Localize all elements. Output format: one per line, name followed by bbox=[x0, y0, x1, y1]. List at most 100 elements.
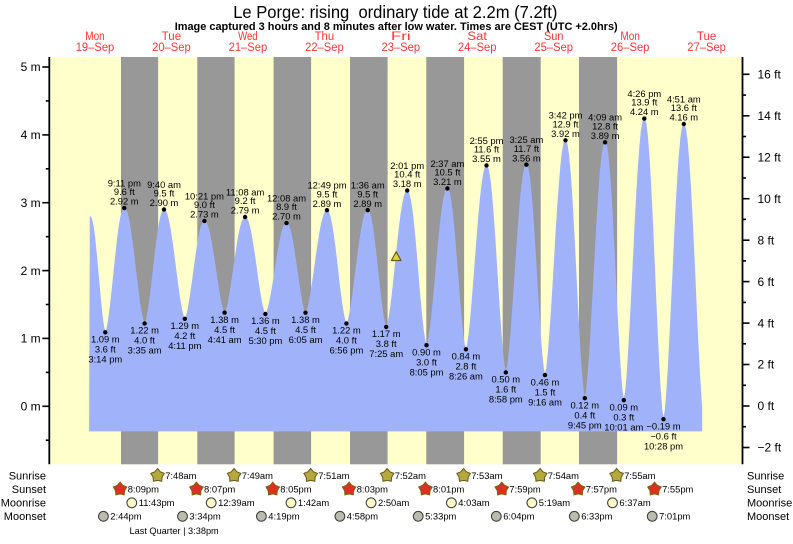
svg-text:Wed: Wed bbox=[238, 31, 258, 43]
svg-text:Last Quarter | 3:38pm: Last Quarter | 3:38pm bbox=[130, 526, 220, 536]
svg-text:Sunrise: Sunrise bbox=[9, 470, 46, 482]
svg-text:4.0 ft: 4.0 ft bbox=[336, 335, 357, 346]
svg-text:10:01 am: 10:01 am bbox=[604, 421, 643, 432]
svg-text:Sunset: Sunset bbox=[747, 484, 781, 496]
svg-text:5:19am: 5:19am bbox=[539, 497, 570, 508]
svg-text:6:56 pm: 6:56 pm bbox=[329, 345, 363, 356]
svg-text:6:05 am: 6:05 am bbox=[289, 334, 323, 345]
svg-text:Sunset: Sunset bbox=[12, 484, 46, 496]
svg-text:22–Sep: 22–Sep bbox=[305, 42, 344, 54]
svg-text:12.8 ft: 12.8 ft bbox=[592, 120, 618, 131]
svg-text:Sunrise: Sunrise bbox=[747, 470, 784, 482]
svg-text:4.5 ft: 4.5 ft bbox=[255, 325, 276, 336]
svg-text:4:51 am: 4:51 am bbox=[667, 93, 701, 104]
svg-text:9:16 am: 9:16 am bbox=[528, 396, 562, 407]
svg-text:7:55am: 7:55am bbox=[624, 470, 655, 481]
svg-text:7:53am: 7:53am bbox=[471, 470, 502, 481]
svg-text:0.4 ft: 0.4 ft bbox=[574, 409, 595, 420]
svg-text:1 m: 1 m bbox=[21, 332, 41, 346]
svg-text:2.8 ft: 2.8 ft bbox=[455, 361, 476, 372]
svg-text:23–Sep: 23–Sep bbox=[382, 42, 421, 54]
svg-text:3.92 m: 3.92 m bbox=[551, 128, 580, 139]
svg-text:8:01pm: 8:01pm bbox=[433, 484, 464, 495]
svg-text:9.5 ft: 9.5 ft bbox=[317, 188, 338, 199]
svg-text:−0.6 ft: −0.6 ft bbox=[650, 430, 677, 441]
svg-text:Sat: Sat bbox=[467, 31, 487, 43]
svg-text:20–Sep: 20–Sep bbox=[152, 42, 191, 54]
svg-text:Tue: Tue bbox=[162, 31, 182, 43]
svg-text:9:11 pm: 9:11 pm bbox=[108, 178, 141, 189]
svg-text:Mon: Mon bbox=[620, 31, 640, 43]
svg-text:1.36 m: 1.36 m bbox=[251, 315, 280, 326]
svg-text:11:43pm: 11:43pm bbox=[139, 497, 175, 508]
svg-text:7:51am: 7:51am bbox=[318, 470, 349, 481]
svg-text:Moonrise: Moonrise bbox=[1, 498, 46, 510]
svg-text:8:26 am: 8:26 am bbox=[449, 371, 483, 382]
svg-text:0 m: 0 m bbox=[21, 400, 41, 414]
svg-text:6:04pm: 6:04pm bbox=[503, 511, 534, 522]
svg-text:Image captured 3 hours and 8 m: Image captured 3 hours and 8 minutes aft… bbox=[175, 21, 618, 33]
svg-text:1.22 m: 1.22 m bbox=[332, 325, 361, 336]
svg-text:−2 ft: −2 ft bbox=[758, 441, 782, 455]
svg-text:4:03am: 4:03am bbox=[458, 497, 489, 508]
svg-text:3.21 m: 3.21 m bbox=[433, 176, 462, 187]
svg-text:2.73 m: 2.73 m bbox=[190, 209, 219, 220]
svg-text:4:26 pm: 4:26 pm bbox=[627, 88, 661, 99]
svg-text:2:37 am: 2:37 am bbox=[430, 158, 464, 169]
svg-text:10 ft: 10 ft bbox=[758, 192, 782, 206]
svg-text:Le Porge: rising ordinary tid: Le Porge: rising ordinary tide at 2.2m (… bbox=[233, 2, 557, 22]
svg-text:1.38 m: 1.38 m bbox=[210, 314, 239, 325]
svg-text:0.09 m: 0.09 m bbox=[609, 401, 638, 412]
svg-text:9.2 ft: 9.2 ft bbox=[235, 195, 256, 206]
svg-text:1:42am: 1:42am bbox=[298, 497, 329, 508]
svg-text:8.9 ft: 8.9 ft bbox=[276, 201, 297, 212]
svg-text:3.89 m: 3.89 m bbox=[591, 130, 620, 141]
svg-text:Moonrise: Moonrise bbox=[747, 498, 792, 510]
svg-text:2.89 m: 2.89 m bbox=[313, 198, 342, 209]
svg-text:9.5 ft: 9.5 ft bbox=[154, 188, 175, 199]
svg-text:7:57pm: 7:57pm bbox=[586, 484, 617, 495]
svg-text:3.8 ft: 3.8 ft bbox=[376, 338, 397, 349]
svg-text:3.6 ft: 3.6 ft bbox=[95, 344, 116, 355]
svg-text:13.9 ft: 13.9 ft bbox=[631, 97, 657, 108]
svg-text:4.5 ft: 4.5 ft bbox=[295, 324, 316, 335]
svg-text:4 ft: 4 ft bbox=[758, 316, 775, 330]
svg-text:11.6 ft: 11.6 ft bbox=[474, 144, 500, 155]
svg-text:14 ft: 14 ft bbox=[758, 109, 782, 123]
svg-text:2:01 pm: 2:01 pm bbox=[390, 160, 424, 171]
svg-text:10:21 pm: 10:21 pm bbox=[185, 190, 224, 201]
svg-text:8:05 pm: 8:05 pm bbox=[410, 366, 444, 377]
svg-text:−0.19 m: −0.19 m bbox=[646, 420, 680, 431]
svg-text:3.18 m: 3.18 m bbox=[393, 178, 422, 189]
svg-text:4.5 ft: 4.5 ft bbox=[214, 324, 235, 335]
svg-text:7:48am: 7:48am bbox=[165, 470, 196, 481]
svg-text:2.90 m: 2.90 m bbox=[150, 197, 179, 208]
svg-text:4:41 am: 4:41 am bbox=[208, 334, 242, 345]
svg-text:27–Sep: 27–Sep bbox=[687, 42, 726, 54]
svg-text:2.79 m: 2.79 m bbox=[231, 205, 260, 216]
svg-text:4:58pm: 4:58pm bbox=[347, 511, 378, 522]
svg-text:6:33pm: 6:33pm bbox=[581, 511, 612, 522]
svg-text:Sun: Sun bbox=[544, 31, 564, 43]
svg-text:3:25 am: 3:25 am bbox=[509, 134, 543, 145]
svg-text:12 ft: 12 ft bbox=[758, 150, 782, 164]
svg-text:24–Sep: 24–Sep bbox=[458, 42, 497, 54]
svg-text:7:25 am: 7:25 am bbox=[369, 348, 403, 359]
svg-text:8 ft: 8 ft bbox=[758, 233, 775, 247]
svg-text:4:11 pm: 4:11 pm bbox=[168, 340, 201, 351]
svg-text:8:05pm: 8:05pm bbox=[280, 484, 311, 495]
svg-text:11.7 ft: 11.7 ft bbox=[514, 143, 540, 154]
svg-text:Moonset: Moonset bbox=[4, 511, 46, 523]
svg-text:7:01pm: 7:01pm bbox=[659, 511, 690, 522]
svg-text:2.70 m: 2.70 m bbox=[272, 211, 301, 222]
svg-text:12:49 pm: 12:49 pm bbox=[307, 180, 346, 191]
svg-text:5:33pm: 5:33pm bbox=[425, 511, 456, 522]
svg-text:0.46 m: 0.46 m bbox=[531, 376, 560, 387]
svg-text:5:30 pm: 5:30 pm bbox=[248, 335, 282, 346]
svg-text:9:45 pm: 9:45 pm bbox=[568, 419, 602, 430]
svg-text:12:39am: 12:39am bbox=[218, 497, 255, 508]
svg-text:13.6 ft: 13.6 ft bbox=[671, 102, 697, 113]
svg-text:10.5 ft: 10.5 ft bbox=[434, 167, 460, 178]
svg-text:2:50am: 2:50am bbox=[378, 497, 409, 508]
svg-text:4.16 m: 4.16 m bbox=[669, 112, 698, 123]
